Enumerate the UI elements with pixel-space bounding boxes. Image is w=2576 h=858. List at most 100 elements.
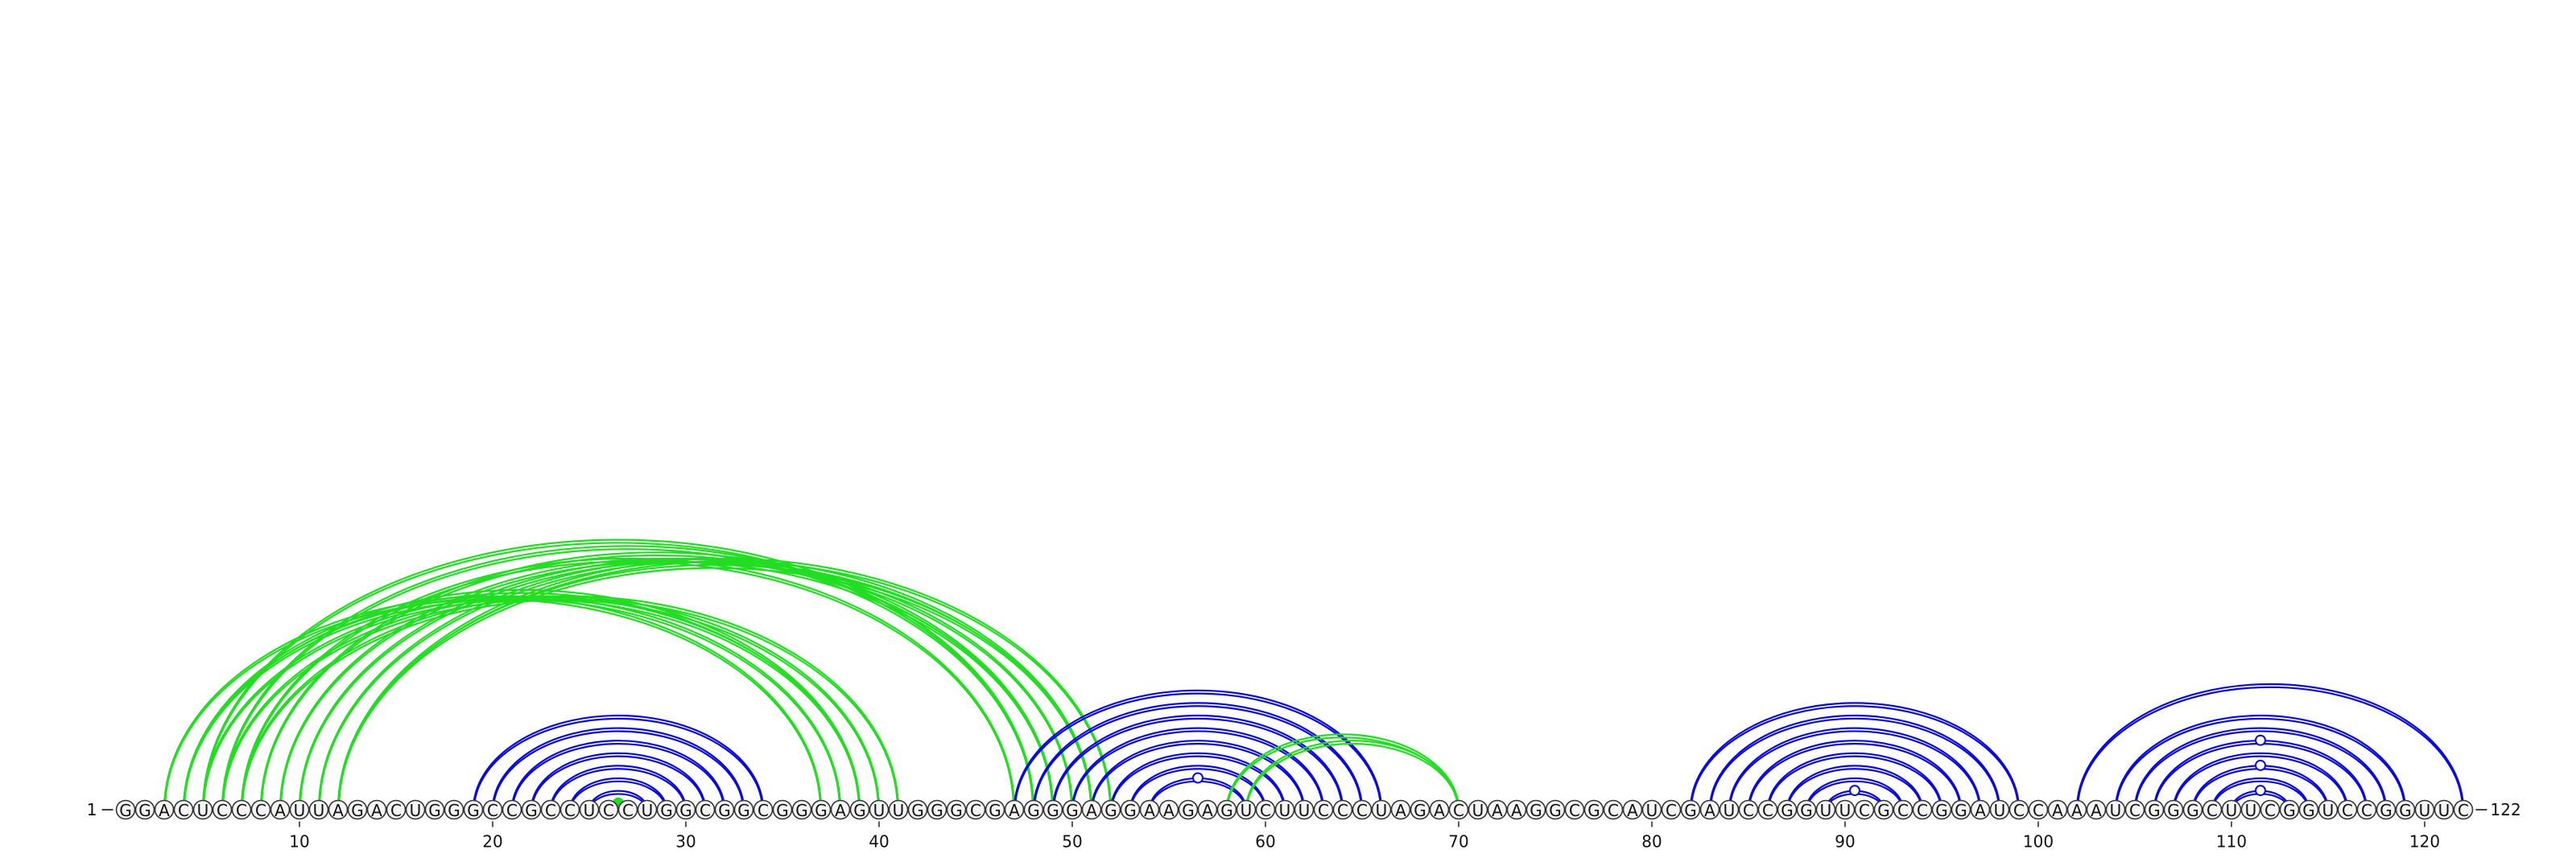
nucleotide-letter: C: [1356, 801, 1368, 820]
nucleotide: C: [250, 799, 271, 820]
blue-hairpin-4-loop-marker: [2255, 785, 2266, 797]
nucleotide: U: [2414, 799, 2435, 820]
arc-109-114: [2211, 780, 2310, 811]
nucleotide: A: [1487, 799, 1508, 820]
nucleotide: C: [1893, 799, 1913, 820]
nucleotide: C: [1332, 799, 1353, 820]
nucleotide-letter: C: [622, 801, 634, 820]
nucleotide-circle: [2356, 799, 2377, 820]
nucleotide-circle: [192, 799, 213, 820]
arc-47-66: [1013, 689, 1383, 811]
nucleotide-letter: G: [2380, 801, 2392, 820]
axis-tick: 50: [1062, 821, 1083, 852]
arc-8-49: [260, 554, 1054, 811]
nucleotide-letter: A: [1511, 801, 1522, 820]
nucleotide-letter: C: [217, 801, 228, 820]
arc-21-32: [511, 742, 725, 811]
arc-52-61: [1109, 752, 1286, 811]
nucleotide: G: [2376, 799, 2396, 820]
nucleotide-circle: [154, 799, 175, 820]
nucleotide: U: [1835, 799, 1856, 820]
nucleotide: G: [444, 799, 464, 820]
nucleotide-circle: [1757, 799, 1778, 820]
nucleotide-circle: [424, 799, 445, 820]
nucleotide-letter: C: [1666, 801, 1677, 820]
nucleotide-circle: [695, 799, 716, 820]
tick-label: 90: [1835, 832, 1855, 852]
nucleotide-letter: C: [1453, 801, 1464, 820]
tick-label: 60: [1255, 832, 1275, 852]
nucleotide-circle: [1719, 799, 1740, 820]
nucleotide-circle: [1873, 799, 1894, 820]
arc-12-52: [337, 560, 1112, 811]
nucleotide: U: [888, 799, 909, 820]
nucleotide-letter: A: [835, 801, 846, 820]
nucleotide-circle: [2376, 799, 2396, 820]
nucleotide-circle: [1680, 799, 1701, 820]
nucleotide-letter: C: [506, 801, 518, 820]
nucleotide: U: [405, 799, 426, 820]
nucleotide-letter: G: [1104, 801, 1117, 820]
nucleotide-circle: [1371, 799, 1392, 820]
arc-48-65: [1032, 702, 1364, 811]
nucleotide-letter: C: [1337, 801, 1348, 820]
nucleotide-letter: U: [1994, 801, 2006, 820]
nucleotide: C: [965, 799, 986, 820]
nucleotide-letter: A: [371, 801, 382, 820]
arc-7-41: [241, 598, 899, 811]
nucleotide-letter: G: [1800, 801, 1813, 820]
nucleotide-circle: [521, 799, 542, 820]
nucleotide-letter: G: [428, 801, 441, 820]
nucleotide-letter: G: [795, 801, 808, 820]
position-axis: 10 20 30 40 50 60 70 80 90 100 110 120: [289, 821, 2440, 852]
nucleotide-letter: A: [2052, 801, 2063, 820]
nucleotide: C: [2008, 799, 2029, 820]
arc-107-116: [2172, 752, 2349, 811]
arc-23-30: [549, 765, 687, 811]
nucleotide-letter: U: [1279, 801, 1291, 820]
nucleotide-letter: G: [2302, 801, 2315, 820]
arc-22-31: [530, 755, 706, 811]
arc-49-64: [1051, 714, 1344, 811]
nucleotide: G: [2298, 799, 2319, 820]
nucleotide-letter: C: [700, 801, 711, 820]
arc-82-99: [1689, 702, 2021, 811]
nucleotide-letter: C: [1260, 801, 1271, 820]
nucleotide-letter: U: [893, 801, 905, 820]
nucleotide-letter: G: [853, 801, 866, 820]
nucleotide-circle: [1661, 799, 1682, 820]
nucleotide: C: [1352, 799, 1373, 820]
nucleotide-letter: C: [970, 801, 981, 820]
nucleotide-circle: [212, 799, 233, 820]
nucleotide: A: [1390, 799, 1411, 820]
arc-4-39: [183, 592, 861, 811]
nucleotide-letter: C: [1859, 801, 1870, 820]
nucleotide: A: [2086, 799, 2107, 820]
nucleotide: C: [1757, 799, 1778, 820]
nucleotide-letter: C: [390, 801, 402, 820]
nucleotide: G: [1796, 799, 1817, 820]
nucleotide: G: [946, 799, 967, 820]
arc-88-93: [1806, 780, 1904, 811]
nucleotide: A: [2066, 799, 2087, 820]
axis-tick: 20: [482, 821, 503, 852]
nucleotide-letter: G: [776, 801, 789, 820]
nucleotide-letter: G: [2186, 801, 2199, 820]
nucleotide: C: [386, 799, 407, 820]
arc-10-50: [298, 557, 1074, 811]
nucleotide-letter: A: [332, 801, 344, 820]
nucleotide: G: [463, 799, 484, 820]
nucleotide-letter: G: [1220, 801, 1233, 820]
nucleotide: A: [1139, 799, 1160, 820]
nucleotide-letter: G: [119, 801, 132, 820]
axis-tick: 90: [1835, 821, 1856, 852]
nucleotide-circle: [2260, 799, 2281, 820]
arc-19-34: [472, 714, 765, 811]
nucleotide-circle: [250, 799, 271, 820]
nucleotide-circle: [1332, 799, 1353, 820]
nucleotide-circle: [1178, 799, 1199, 820]
nucleotide: U: [2318, 799, 2339, 820]
nucleotide: G: [1545, 799, 1566, 820]
nucleotide: G: [675, 799, 696, 820]
